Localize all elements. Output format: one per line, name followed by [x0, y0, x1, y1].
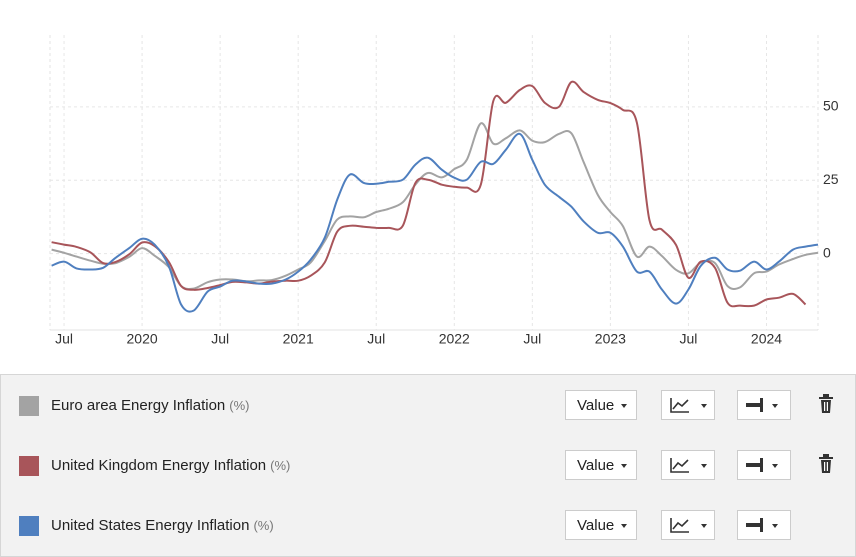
series-unit: (%) [229, 398, 250, 413]
x-tick-label: 2022 [439, 331, 470, 347]
icon [621, 464, 627, 468]
icon [621, 404, 627, 408]
button-label: Value [577, 517, 615, 534]
icon [670, 398, 689, 413]
axis-button[interactable] [737, 510, 791, 540]
legend-swatch [19, 516, 39, 536]
legend-name: Euro area Energy Inflation (%) [51, 397, 250, 414]
x-tick-label: Jul [367, 331, 385, 347]
icon [746, 458, 763, 472]
x-tick-label: Jul [55, 331, 73, 347]
icon [621, 524, 627, 528]
series-unit: (%) [253, 518, 274, 533]
x-tick-label: 2023 [595, 331, 626, 347]
button-label: Value [577, 457, 615, 474]
chart: 0 25 50 Jul 2020 Jul 2021 Jul 2022 Jul 2023 Jul 2024 [49, 35, 839, 347]
x-tick-label: Jul [523, 331, 541, 347]
x-tick-label: 2021 [283, 331, 314, 347]
icon [772, 404, 778, 408]
y-tick-label: 25 [823, 171, 839, 187]
delete-button[interactable] [818, 394, 834, 414]
icon [746, 398, 763, 412]
icon [701, 464, 707, 468]
legend-row: United States Energy Inflation (%) Value [1, 506, 855, 546]
icon [670, 458, 689, 473]
series-line [51, 80, 807, 308]
y-tick-label: 50 [823, 98, 839, 114]
legend-row: Euro area Energy Inflation (%) Value [1, 386, 855, 426]
icon [701, 524, 707, 528]
button-label: Value [577, 397, 615, 414]
delete-button[interactable] [818, 454, 834, 474]
legend-swatch [19, 456, 39, 476]
series-name: United States Energy Inflation [51, 517, 250, 534]
icon [746, 518, 763, 532]
series-line [51, 132, 819, 313]
legend-panel: Euro area Energy Inflation (%) Value United… [0, 374, 856, 557]
y-tick-label: 0 [823, 244, 831, 260]
legend-name: United States Energy Inflation (%) [51, 517, 274, 534]
value-button[interactable]: Value [565, 510, 637, 540]
value-button[interactable]: Value [565, 450, 637, 480]
x-tick-label: Jul [211, 331, 229, 347]
legend-swatch [19, 396, 39, 416]
value-button[interactable]: Value [565, 390, 637, 420]
axis-button[interactable] [737, 450, 791, 480]
series-unit: (%) [270, 458, 291, 473]
x-tick-label: 2024 [751, 331, 782, 347]
x-tick-label: 2020 [127, 331, 158, 347]
icon [701, 404, 707, 408]
chart-type-button[interactable] [661, 390, 715, 420]
chart-type-button[interactable] [661, 510, 715, 540]
series-name: United Kingdom Energy Inflation [51, 457, 267, 474]
icon [772, 464, 778, 468]
icon [772, 524, 778, 528]
legend-row: United Kingdom Energy Inflation (%) Value [1, 446, 855, 486]
chart-type-button[interactable] [661, 450, 715, 480]
axis-button[interactable] [737, 390, 791, 420]
icon [670, 518, 689, 533]
series-name: Euro area Energy Inflation [51, 397, 226, 414]
x-tick-label: Jul [679, 331, 697, 347]
legend-name: United Kingdom Energy Inflation (%) [51, 457, 290, 474]
